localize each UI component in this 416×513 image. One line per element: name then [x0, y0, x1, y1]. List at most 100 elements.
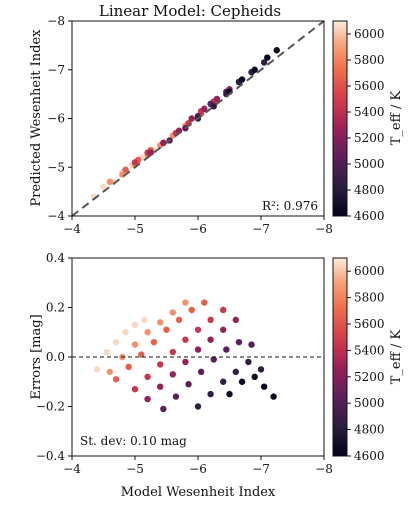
scatter-points — [90, 47, 280, 200]
data-point — [144, 373, 151, 380]
data-point — [194, 326, 202, 333]
data-point — [257, 366, 265, 373]
data-point — [185, 381, 192, 388]
data-point — [188, 115, 195, 122]
data-point — [131, 321, 139, 329]
x-tick-label: −7 — [252, 462, 270, 476]
x-tick-label: −8 — [315, 222, 333, 236]
data-point — [260, 59, 268, 66]
data-point — [232, 368, 239, 376]
data-point — [207, 316, 214, 324]
data-point — [94, 366, 101, 373]
colorbar-gradient — [332, 257, 348, 457]
std-dev-annotation: St. dev: 0.10 mag — [80, 434, 187, 448]
data-point — [112, 338, 120, 346]
data-point — [232, 316, 239, 324]
colorbar-label: T_eff / K — [389, 90, 404, 145]
x-tick-label: −4 — [63, 222, 81, 236]
data-point — [172, 393, 180, 400]
axis-ticks: −4 −5 −6 −7 −8 −4 −5 −6 −7 −8 — [47, 14, 333, 236]
colorbar-tick-label: 5800 — [354, 291, 385, 305]
x-tick-label: −4 — [63, 462, 81, 476]
data-point — [112, 376, 120, 383]
y-tick-label: 0.0 — [46, 350, 65, 364]
data-point — [264, 54, 271, 61]
data-point — [182, 299, 189, 306]
colorbar-tick-label: 4800 — [354, 183, 385, 197]
x-tick-label: −7 — [252, 222, 270, 236]
data-point — [157, 383, 164, 390]
y-tick-label: −4 — [47, 209, 65, 223]
plot-frame — [71, 257, 325, 457]
data-point — [220, 306, 227, 314]
data-point — [238, 76, 246, 83]
y-tick-label: −0.2 — [36, 400, 65, 414]
y-tick-label: −6 — [47, 112, 65, 126]
y-tick-label: −5 — [47, 160, 65, 174]
data-point — [226, 390, 233, 398]
data-point — [223, 346, 230, 353]
data-point — [194, 403, 202, 410]
data-point — [207, 390, 214, 398]
data-point — [169, 309, 176, 316]
r-squared-annotation: R²: 0.976 — [262, 199, 318, 213]
data-point — [169, 371, 176, 378]
colorbar-bottom: 4600 4800 5000 5200 5400 5600 5800 6000 T_eff /… — [332, 257, 404, 463]
data-point — [207, 336, 214, 343]
y-tick-label: −0.4 — [36, 449, 66, 463]
axis-ticks: −4 −5 −6 −7 −8 −0.4 −0.2 0.0 0.2 0.4 — [36, 251, 333, 476]
colorbar-tick-label: 6000 — [354, 264, 385, 278]
y-tick-label: −8 — [47, 14, 65, 28]
errors-panel: Errors [mag] Model Wesenheit Index −4 −5−… — [29, 251, 333, 500]
data-point — [251, 66, 258, 73]
x-tick-label: −5 — [126, 462, 144, 476]
data-point — [131, 341, 139, 348]
data-point — [160, 405, 167, 413]
data-point — [270, 393, 277, 400]
colorbar-tick-label: 5800 — [354, 53, 385, 67]
colorbar-tick-label: 4600 — [354, 209, 385, 223]
data-point — [248, 341, 255, 348]
data-point — [103, 348, 110, 356]
data-point — [147, 149, 154, 156]
data-point — [122, 329, 129, 336]
colorbar-tick-label: 5200 — [354, 131, 385, 145]
colorbar-top: 4600 4800 5000 5200 5400 5600 5800 6000 T_eff /… — [332, 20, 404, 223]
colorbar-gradient — [332, 20, 348, 217]
chart-title: Linear Model: Cepheids — [99, 2, 281, 20]
data-point — [175, 316, 183, 324]
identity-line — [71, 20, 325, 217]
data-point — [182, 358, 189, 366]
data-point — [213, 95, 221, 103]
data-point — [188, 306, 195, 314]
colorbar-tick-label: 5400 — [354, 343, 385, 357]
data-point — [122, 166, 129, 173]
data-point — [150, 338, 158, 346]
plot-frame — [71, 20, 325, 217]
x-tick-label: −6 — [189, 462, 207, 476]
y-axis-label: Predicted Wesenheit Index — [29, 29, 44, 207]
data-point — [210, 356, 217, 363]
data-point — [144, 329, 151, 336]
colorbar-tick-label: 6000 — [354, 27, 385, 41]
data-point — [131, 385, 139, 393]
colorbar-tick-label: 5600 — [354, 317, 385, 331]
data-point — [238, 378, 246, 385]
data-point — [201, 105, 208, 112]
data-point — [138, 351, 145, 358]
colorbar-ticks: 4600 4800 5000 5200 5400 5600 5800 6000 — [347, 27, 385, 223]
y-tick-label: −7 — [47, 63, 65, 77]
data-point — [251, 373, 258, 380]
predicted-vs-model-panel: Linear Model: Cepheids Predicted Wesenhe… — [29, 2, 333, 236]
colorbar-tick-label: 4800 — [354, 423, 385, 437]
x-axis-label: Model Wesenheit Index — [121, 485, 276, 500]
data-point — [273, 47, 280, 54]
data-point — [144, 395, 151, 403]
data-point — [157, 361, 164, 368]
data-point — [235, 338, 243, 346]
data-point — [141, 316, 148, 324]
data-point — [182, 336, 189, 343]
colorbar-tick-label: 4600 — [354, 449, 385, 463]
colorbar-tick-label: 5000 — [354, 157, 385, 171]
